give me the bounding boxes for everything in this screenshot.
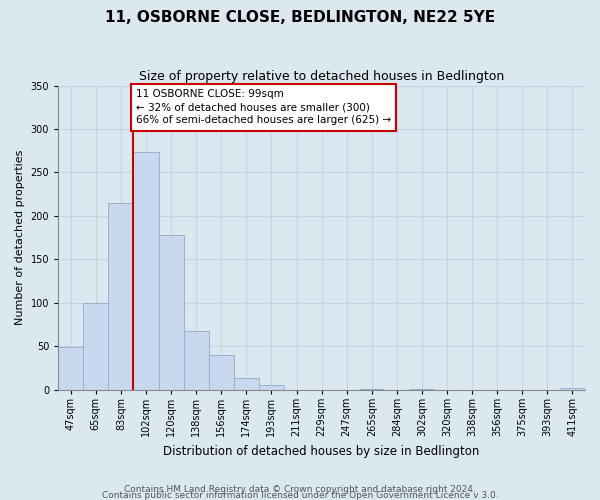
Bar xyxy=(58,347,83,390)
Title: Size of property relative to detached houses in Bedlington: Size of property relative to detached ho… xyxy=(139,70,504,83)
Bar xyxy=(560,388,585,390)
X-axis label: Distribution of detached houses by size in Bedlington: Distribution of detached houses by size … xyxy=(163,444,480,458)
Bar xyxy=(184,330,209,390)
Text: Contains HM Land Registry data © Crown copyright and database right 2024.: Contains HM Land Registry data © Crown c… xyxy=(124,484,476,494)
Bar xyxy=(133,152,158,390)
Bar xyxy=(359,389,385,390)
Bar xyxy=(109,203,133,390)
Bar xyxy=(83,303,109,390)
Bar xyxy=(158,235,184,390)
Bar xyxy=(234,378,259,390)
Text: Contains public sector information licensed under the Open Government Licence v : Contains public sector information licen… xyxy=(101,490,499,500)
Text: 11, OSBORNE CLOSE, BEDLINGTON, NE22 5YE: 11, OSBORNE CLOSE, BEDLINGTON, NE22 5YE xyxy=(105,10,495,25)
Bar xyxy=(209,355,234,390)
Y-axis label: Number of detached properties: Number of detached properties xyxy=(15,150,25,326)
Text: 11 OSBORNE CLOSE: 99sqm
← 32% of detached houses are smaller (300)
66% of semi-d: 11 OSBORNE CLOSE: 99sqm ← 32% of detache… xyxy=(136,89,391,126)
Bar xyxy=(259,384,284,390)
Bar xyxy=(409,389,434,390)
